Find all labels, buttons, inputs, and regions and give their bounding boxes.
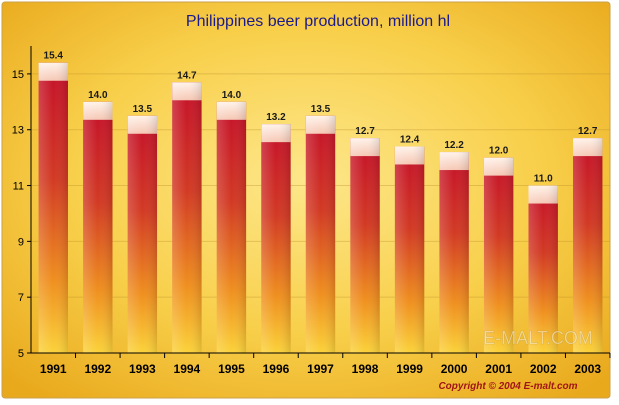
bar-value-label: 14.0 <box>88 90 108 101</box>
bar-shading <box>83 101 113 354</box>
bar-value-label: 12.7 <box>355 126 375 137</box>
bar-shading <box>439 152 469 353</box>
x-tick-label: 1992 <box>84 362 111 376</box>
x-tick-label: 1994 <box>174 362 201 376</box>
bar-value-label: 13.2 <box>266 112 286 123</box>
y-tick-label: 9 <box>18 236 24 248</box>
copyright-notice: Copyright © 2004 E-malt.com <box>438 381 577 392</box>
watermark: E-MALT.COM <box>483 328 593 348</box>
bars: 15.4 14.0 13.5 14.7 14.0 13.2 13.5 12.7 12.4 12.2… <box>38 51 603 354</box>
bar-shading <box>38 62 68 353</box>
bar-value-label: 13.5 <box>133 104 153 115</box>
bar-shading <box>127 115 158 353</box>
y-tick-label: 7 <box>18 292 24 304</box>
y-tick-label: 5 <box>18 348 24 360</box>
bar-shading <box>305 115 336 353</box>
bar-value-label: 11.0 <box>534 174 553 185</box>
x-tick-label: 1998 <box>352 362 379 376</box>
bar-value-label: 12.2 <box>444 140 464 151</box>
x-tick-label: 1999 <box>396 362 423 376</box>
chart-title: Philippines beer production, million hl <box>186 13 450 30</box>
bar-shading <box>573 138 603 353</box>
y-axis-tick-labels: 5 7 9 11 13 15 <box>12 69 31 360</box>
bar-shading <box>261 124 291 354</box>
x-tick-label: 2002 <box>530 362 557 376</box>
bar-value-label: 15.4 <box>44 51 64 62</box>
bar-shading <box>216 101 247 354</box>
x-tick-label: 2001 <box>485 362 512 376</box>
bar-shading <box>172 82 202 354</box>
x-tick-label: 1991 <box>40 362 67 376</box>
bar-value-label: 13.5 <box>311 104 331 115</box>
bar-shading <box>483 157 514 353</box>
bar-value-label: 12.7 <box>578 126 598 137</box>
bar-value-label: 14.0 <box>222 90 242 101</box>
y-tick-label: 15 <box>12 69 24 81</box>
bar-value-label: 12.0 <box>489 146 509 157</box>
x-tick-label: 1997 <box>307 362 334 376</box>
y-tick-label: 11 <box>13 181 24 193</box>
bar-shading <box>394 146 425 353</box>
x-tick-label: 1993 <box>129 362 156 376</box>
bar-value-label: 12.4 <box>400 134 420 145</box>
bar-shading <box>528 185 558 353</box>
x-tick-label: 2000 <box>441 362 468 376</box>
y-tick-label: 13 <box>12 125 24 137</box>
bar-value-label: 14.7 <box>177 70 197 81</box>
x-tick-label: 1996 <box>263 362 290 376</box>
x-tick-label: 2003 <box>574 362 601 376</box>
x-tick-label: 1995 <box>218 362 245 376</box>
bar-shading <box>350 138 380 353</box>
x-axis-tick-labels: 1991 1992 1993 1994 1995 1996 1997 1998 1999 2000… <box>40 353 611 376</box>
